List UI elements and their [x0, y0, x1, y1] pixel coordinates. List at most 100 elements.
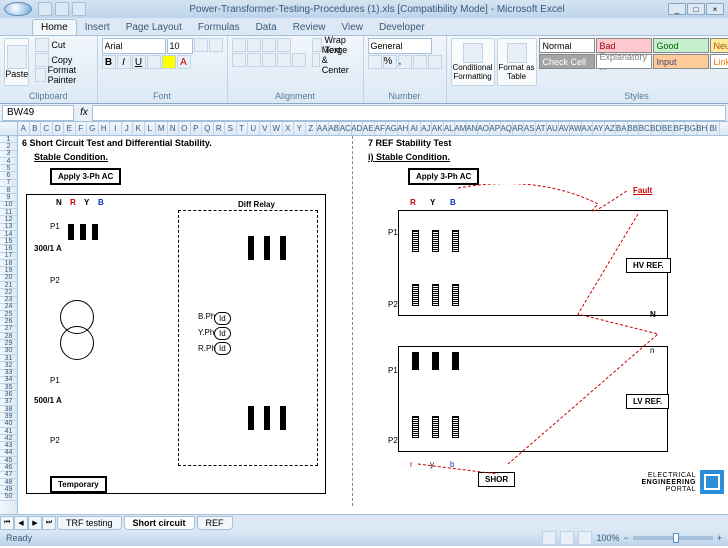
inc-decimal-icon[interactable]: [413, 55, 427, 69]
underline-icon[interactable]: U: [132, 55, 146, 69]
style-check-cell[interactable]: Check Cell: [539, 54, 595, 69]
format-table-button[interactable]: Format as Table: [497, 38, 537, 86]
style-explanatory----[interactable]: Explanatory ...: [596, 54, 652, 69]
col-V[interactable]: V: [260, 122, 272, 135]
col-AI[interactable]: AI: [409, 122, 421, 135]
col-AE[interactable]: AE: [363, 122, 375, 135]
bold-icon[interactable]: B: [102, 55, 116, 69]
col-M[interactable]: M: [156, 122, 168, 135]
col-AW[interactable]: AW: [570, 122, 582, 135]
col-BG[interactable]: BG: [685, 122, 697, 135]
col-AZ[interactable]: AZ: [605, 122, 617, 135]
col-W[interactable]: W: [271, 122, 283, 135]
border-icon[interactable]: [147, 55, 161, 69]
cut-button[interactable]: Cut: [31, 38, 92, 52]
indent-dec-icon[interactable]: [277, 53, 291, 67]
col-AA[interactable]: AA: [317, 122, 329, 135]
col-X[interactable]: X: [283, 122, 295, 135]
style-good[interactable]: Good: [653, 38, 709, 53]
sheet-tab-ref[interactable]: REF: [197, 516, 233, 530]
style-neutral[interactable]: Neutral: [710, 38, 728, 53]
col-AJ[interactable]: AJ: [421, 122, 433, 135]
style-linked-cell[interactable]: Linked Cell: [710, 54, 728, 69]
col-AG[interactable]: AG: [386, 122, 398, 135]
col-N[interactable]: N: [168, 122, 180, 135]
tab-data[interactable]: Data: [248, 20, 285, 35]
col-BF[interactable]: BF: [674, 122, 686, 135]
col-AO[interactable]: AO: [478, 122, 490, 135]
italic-icon[interactable]: I: [117, 55, 131, 69]
last-sheet-button[interactable]: ⏭: [42, 516, 56, 530]
col-J[interactable]: J: [122, 122, 134, 135]
maximize-button[interactable]: □: [687, 3, 705, 15]
next-sheet-button[interactable]: ▶: [28, 516, 42, 530]
minimize-button[interactable]: _: [668, 3, 686, 15]
col-AB[interactable]: AB: [329, 122, 341, 135]
close-button[interactable]: ×: [706, 3, 724, 15]
grow-font-icon[interactable]: [194, 38, 208, 52]
col-BB[interactable]: BB: [628, 122, 640, 135]
number-format-select[interactable]: [368, 38, 432, 54]
orientation-icon[interactable]: [277, 38, 291, 52]
indent-inc-icon[interactable]: [292, 53, 306, 67]
col-AN[interactable]: AN: [467, 122, 479, 135]
col-L[interactable]: L: [145, 122, 157, 135]
zoom-in-button[interactable]: +: [717, 533, 722, 543]
paste-button[interactable]: Paste: [4, 38, 29, 86]
col-P[interactable]: P: [191, 122, 203, 135]
tab-insert[interactable]: Insert: [77, 20, 118, 35]
col-Z[interactable]: Z: [306, 122, 318, 135]
formula-input[interactable]: [92, 105, 726, 121]
fill-color-icon[interactable]: [162, 55, 176, 69]
col-AS[interactable]: AS: [524, 122, 536, 135]
tab-home[interactable]: Home: [32, 19, 77, 35]
col-E[interactable]: E: [64, 122, 76, 135]
save-icon[interactable]: [38, 2, 52, 16]
cell-styles-gallery[interactable]: NormalBadGoodNeutralCalculationCheck Cel…: [539, 38, 728, 69]
format-painter-button[interactable]: Format Painter: [31, 68, 92, 82]
col-AX[interactable]: AX: [582, 122, 594, 135]
col-BD[interactable]: BD: [651, 122, 663, 135]
tab-developer[interactable]: Developer: [371, 20, 433, 35]
redo-icon[interactable]: [72, 2, 86, 16]
col-U[interactable]: U: [248, 122, 260, 135]
col-AT[interactable]: AT: [536, 122, 548, 135]
col-F[interactable]: F: [76, 122, 88, 135]
col-Q[interactable]: Q: [202, 122, 214, 135]
col-H[interactable]: H: [99, 122, 111, 135]
zoom-level[interactable]: 100%: [596, 533, 619, 543]
col-AR[interactable]: AR: [513, 122, 525, 135]
col-D[interactable]: D: [53, 122, 65, 135]
worksheet-grid[interactable]: 1234567891011121314151617181920212223242…: [0, 136, 728, 514]
name-box[interactable]: BW49: [2, 105, 74, 121]
col-AH[interactable]: AH: [398, 122, 410, 135]
col-T[interactable]: T: [237, 122, 249, 135]
sheet-tab-short-circuit[interactable]: Short circuit: [124, 516, 195, 530]
conditional-formatting-button[interactable]: Conditional Formatting: [451, 38, 495, 86]
fx-icon[interactable]: fx: [76, 107, 92, 118]
col-A[interactable]: A: [18, 122, 30, 135]
normal-view-icon[interactable]: [542, 531, 556, 545]
align-left-icon[interactable]: [232, 53, 246, 67]
font-size-select[interactable]: [167, 38, 193, 54]
office-button[interactable]: [4, 2, 32, 16]
style-input[interactable]: Input: [653, 54, 709, 69]
col-O[interactable]: O: [179, 122, 191, 135]
align-top-icon[interactable]: [232, 38, 246, 52]
align-middle-icon[interactable]: [247, 38, 261, 52]
col-AQ[interactable]: AQ: [501, 122, 513, 135]
align-center-icon[interactable]: [247, 53, 261, 67]
col-S[interactable]: S: [225, 122, 237, 135]
zoom-out-button[interactable]: −: [623, 533, 628, 543]
font-color-icon[interactable]: A: [177, 55, 191, 69]
first-sheet-button[interactable]: ⏮: [0, 516, 14, 530]
font-family-select[interactable]: [102, 38, 166, 54]
comma-icon[interactable]: ,: [398, 55, 412, 69]
col-AC[interactable]: AC: [340, 122, 352, 135]
col-AK[interactable]: AK: [432, 122, 444, 135]
tab-page-layout[interactable]: Page Layout: [118, 20, 190, 35]
col-R[interactable]: R: [214, 122, 226, 135]
col-AM[interactable]: AM: [455, 122, 467, 135]
percent-icon[interactable]: %: [383, 55, 397, 69]
select-all-corner[interactable]: [0, 122, 18, 135]
